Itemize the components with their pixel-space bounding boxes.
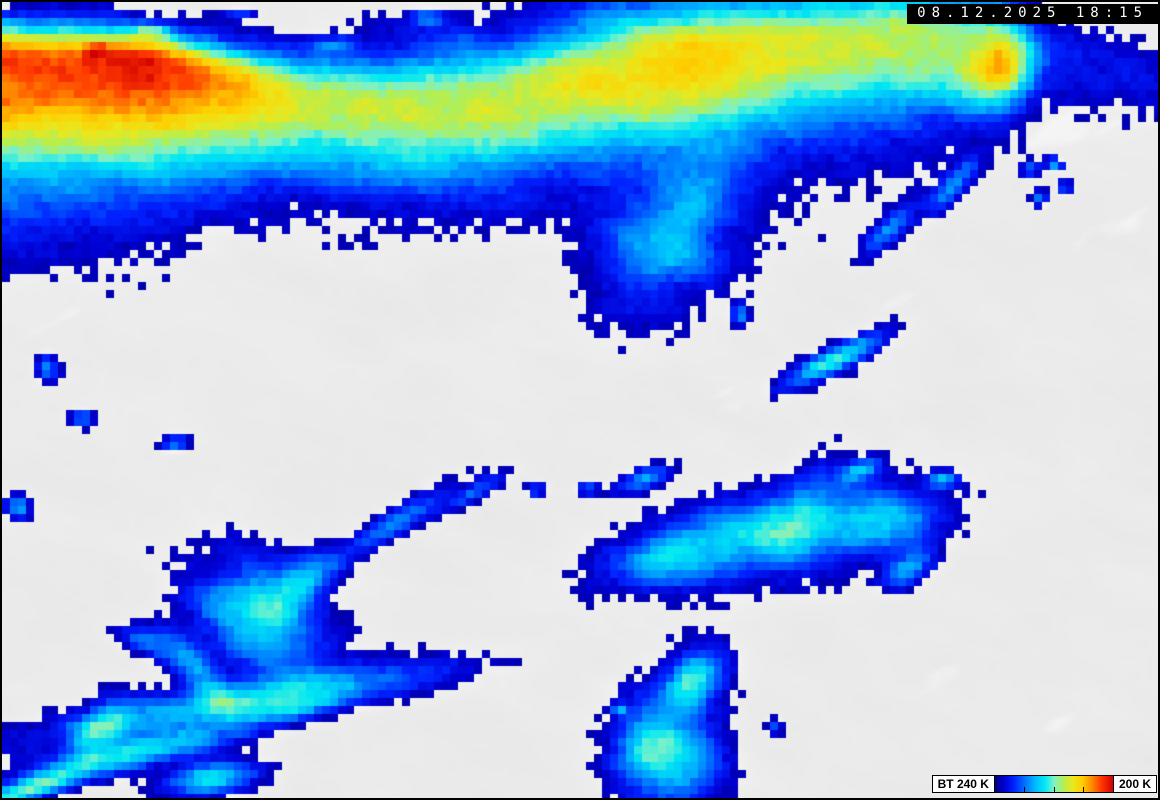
timestamp-overlay: 08.12.2025 18:15	[907, 4, 1158, 24]
colorbar-tick	[1053, 787, 1055, 792]
colorbar-gradient	[994, 776, 1113, 792]
colorbar-max-label: 200 K	[1112, 776, 1156, 792]
colorbar-tick	[1083, 787, 1085, 792]
colorbar-min-label: BT 240 K	[932, 776, 995, 792]
colorbar-legend: BT 240 K 200 K	[931, 775, 1157, 793]
colorbar-tick	[1024, 787, 1026, 792]
